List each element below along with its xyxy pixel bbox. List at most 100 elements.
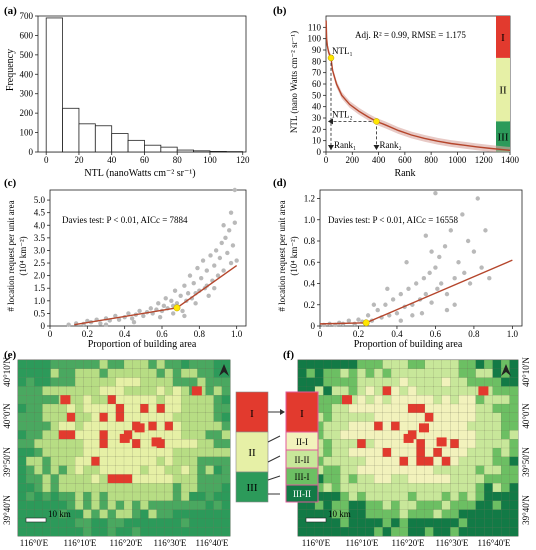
map-f-cell bbox=[441, 509, 451, 519]
map-e-cell bbox=[83, 474, 92, 484]
legend-arrow bbox=[267, 475, 281, 481]
map-e-cell bbox=[205, 527, 214, 537]
hist-y-tick-label: 200 bbox=[20, 108, 34, 118]
map-e-cell bbox=[172, 412, 182, 422]
map-e-cell bbox=[17, 421, 27, 431]
map-e-cell bbox=[26, 500, 35, 510]
map-f-cell bbox=[331, 491, 341, 502]
map-e-cell bbox=[172, 430, 182, 440]
map-f-cell bbox=[374, 421, 383, 431]
rank-x-tick-label: 1200 bbox=[475, 155, 494, 165]
map-e-cell bbox=[83, 395, 92, 405]
map-e-cell bbox=[66, 386, 76, 396]
map-e-cell bbox=[148, 509, 157, 519]
map-e-cell bbox=[132, 527, 141, 537]
c-point bbox=[212, 263, 217, 268]
hist-y-tick-label: 400 bbox=[20, 69, 34, 79]
map-e-cell bbox=[83, 483, 92, 493]
d-y-tick-label: 1.0 bbox=[304, 215, 316, 225]
hist-x-tick-label: 100 bbox=[203, 155, 217, 165]
map-e-cell bbox=[75, 509, 84, 519]
map-f-cell bbox=[407, 491, 417, 502]
map-f-cell bbox=[297, 377, 307, 387]
map-f-cell bbox=[424, 368, 434, 378]
d-point bbox=[398, 318, 403, 323]
c-point bbox=[208, 253, 213, 258]
map-f-cell bbox=[391, 447, 400, 458]
hist-y-tick-label: 500 bbox=[20, 50, 34, 60]
map-class-legend: I II III I II-I II-II III-I III-II bbox=[235, 391, 319, 503]
map-e-cell bbox=[189, 474, 198, 484]
map-e-cell bbox=[75, 483, 84, 493]
map-f-cell bbox=[382, 368, 392, 378]
map-e-cell bbox=[83, 403, 92, 414]
map-f-cell bbox=[382, 527, 392, 537]
map-f-cell bbox=[365, 430, 375, 440]
map-e-cell bbox=[156, 491, 166, 502]
map-f-cell bbox=[416, 439, 426, 449]
map-f-cell bbox=[492, 465, 502, 475]
map-f-cell bbox=[501, 474, 510, 484]
d-point bbox=[421, 275, 427, 281]
map-e-cell bbox=[156, 421, 166, 431]
map-f-cell bbox=[365, 439, 375, 449]
map-f-cell bbox=[340, 412, 350, 422]
map-f-cell bbox=[348, 456, 358, 466]
c-point bbox=[217, 255, 223, 261]
map-e-cell bbox=[17, 412, 27, 422]
map-f-cell bbox=[484, 500, 493, 510]
map-e-cell bbox=[221, 377, 231, 387]
map-f-cell bbox=[475, 456, 485, 466]
map-e-cell bbox=[83, 465, 92, 475]
map-e-cell bbox=[58, 456, 68, 466]
map-f-cell bbox=[458, 509, 468, 519]
map-f-cell bbox=[450, 527, 460, 537]
map-e-scale-label: 10 km bbox=[48, 509, 71, 519]
c-point bbox=[113, 313, 118, 319]
d-point bbox=[383, 302, 388, 307]
map-e-cell bbox=[91, 518, 100, 528]
map-f-cell bbox=[331, 483, 341, 493]
map-f-cell bbox=[416, 359, 426, 370]
map-e-cell bbox=[91, 456, 100, 466]
map-f-cell bbox=[365, 377, 375, 387]
map-e-cell bbox=[205, 430, 214, 440]
map-e-cell bbox=[91, 421, 100, 431]
c-point bbox=[148, 306, 153, 311]
map-e-cell bbox=[156, 518, 166, 528]
map-e-cell bbox=[164, 465, 174, 475]
map-e-cell bbox=[75, 500, 84, 510]
map-f-cell bbox=[458, 500, 468, 510]
c-point bbox=[228, 210, 234, 215]
map-f-cell bbox=[391, 518, 400, 528]
map-f-cell bbox=[441, 421, 451, 431]
map-e-cell bbox=[50, 474, 60, 484]
rank-y-tick-label: 50 bbox=[312, 90, 322, 100]
map-e-cell bbox=[221, 403, 231, 414]
panel-label-a: (a) bbox=[4, 5, 17, 17]
map-f-cell bbox=[391, 483, 400, 493]
map-e-cell bbox=[148, 465, 157, 475]
map-f-cell bbox=[433, 377, 443, 387]
map-f-hotspot bbox=[478, 386, 489, 396]
map-f-cell bbox=[492, 500, 502, 510]
map-e-cell bbox=[91, 527, 100, 537]
map-e-cell bbox=[91, 377, 100, 387]
map-f-cell bbox=[331, 474, 341, 484]
map-f-cell bbox=[450, 518, 460, 528]
map-e-cell bbox=[156, 483, 166, 493]
map-f-cell bbox=[399, 518, 409, 528]
map-f-cell bbox=[399, 377, 409, 387]
map-f-cell bbox=[484, 430, 493, 440]
map-e-cell bbox=[189, 377, 198, 387]
map-f-cell bbox=[340, 527, 350, 537]
map-e-cell bbox=[17, 447, 27, 458]
map-e-cell bbox=[34, 403, 43, 414]
c-point bbox=[225, 250, 230, 256]
map-f-cell bbox=[323, 483, 333, 493]
map-e-cell bbox=[107, 359, 117, 370]
map-f-cell bbox=[374, 447, 383, 458]
map-f-cell bbox=[407, 421, 417, 431]
map-f-cell bbox=[484, 377, 493, 387]
map-f-cell bbox=[484, 474, 493, 484]
